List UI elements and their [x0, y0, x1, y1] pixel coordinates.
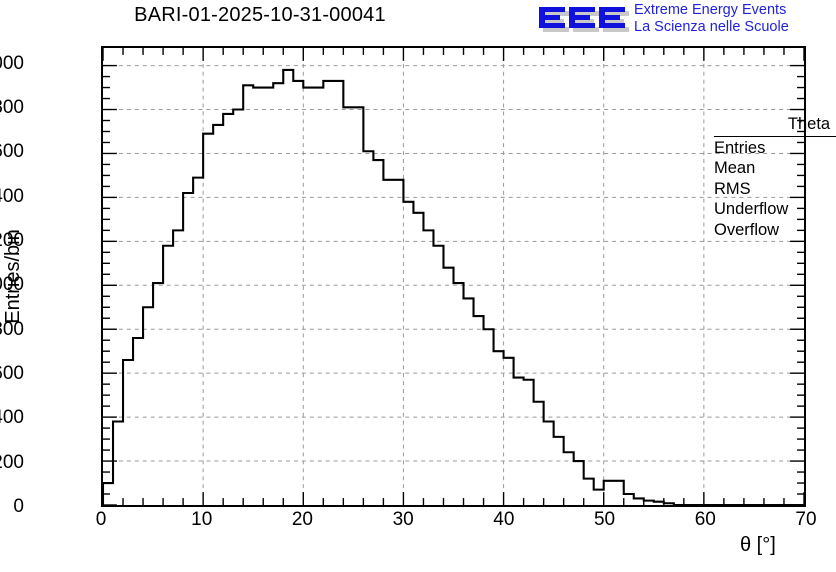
- x-tick-label: 10: [191, 509, 213, 530]
- stats-row-key: Entries: [714, 138, 766, 157]
- stats-box-title: Theta: [714, 114, 836, 137]
- y-tick-label: 1200: [0, 230, 24, 252]
- logo-line-2: La Scienza nelle Scuole: [634, 19, 789, 35]
- y-tick-label: 600: [0, 363, 24, 385]
- stats-box: Theta Entries40885Mean21.54RMS10.62Under…: [714, 114, 836, 240]
- y-tick-label: 1800: [0, 97, 24, 119]
- y-tick-label: 1400: [0, 185, 24, 207]
- y-tick-label: 200: [0, 451, 24, 473]
- eee-logo-text: Extreme Energy Events La Scienza nelle S…: [634, 2, 834, 38]
- y-tick-label: 400: [0, 407, 24, 429]
- x-tick-label: 40: [493, 509, 515, 530]
- stats-row-key: Overflow: [714, 220, 780, 239]
- logo-line-1: Extreme Energy Events: [634, 2, 787, 18]
- stats-row: RMS10.62: [714, 179, 836, 200]
- axis-ticks: [103, 48, 804, 505]
- x-tick-label: 20: [291, 509, 313, 530]
- x-tick-label: 30: [392, 509, 414, 530]
- x-tick-label: 50: [593, 509, 616, 530]
- grid-lines: [103, 48, 804, 505]
- stats-row: Overflow0: [714, 220, 836, 241]
- stats-row: Entries40885: [714, 138, 836, 159]
- stats-row-key: Mean: [714, 159, 756, 177]
- y-tick-label: 1600: [0, 141, 24, 163]
- y-tick-label: 800: [0, 318, 24, 340]
- x-tick-label: 0: [95, 509, 107, 530]
- y-tick-label: 1000: [0, 274, 24, 296]
- histogram-curve: [103, 68, 804, 505]
- eee-logo-mark: [539, 7, 629, 32]
- y-tick-label: 0: [13, 496, 24, 517]
- stats-row-key: RMS: [714, 179, 751, 198]
- page-title: BARI-01-2025-10-31-00041: [134, 4, 386, 26]
- eee-logo: Extreme Energy Events La Scienza nelle S…: [538, 2, 834, 38]
- plot-frame: Theta Entries40885Mean21.54RMS10.62Under…: [101, 46, 836, 507]
- stats-box-rows: Entries40885Mean21.54RMS10.62Underflow0O…: [714, 138, 836, 241]
- x-axis-title: θ [°]: [740, 534, 776, 556]
- y-tick-label: 2000: [0, 52, 24, 74]
- x-tick-label: 70: [795, 509, 817, 530]
- stats-row: Underflow0: [714, 199, 836, 220]
- stats-row: Mean21.54: [714, 158, 836, 179]
- x-tick-label: 60: [694, 509, 716, 530]
- stats-row-key: Underflow: [714, 200, 789, 218]
